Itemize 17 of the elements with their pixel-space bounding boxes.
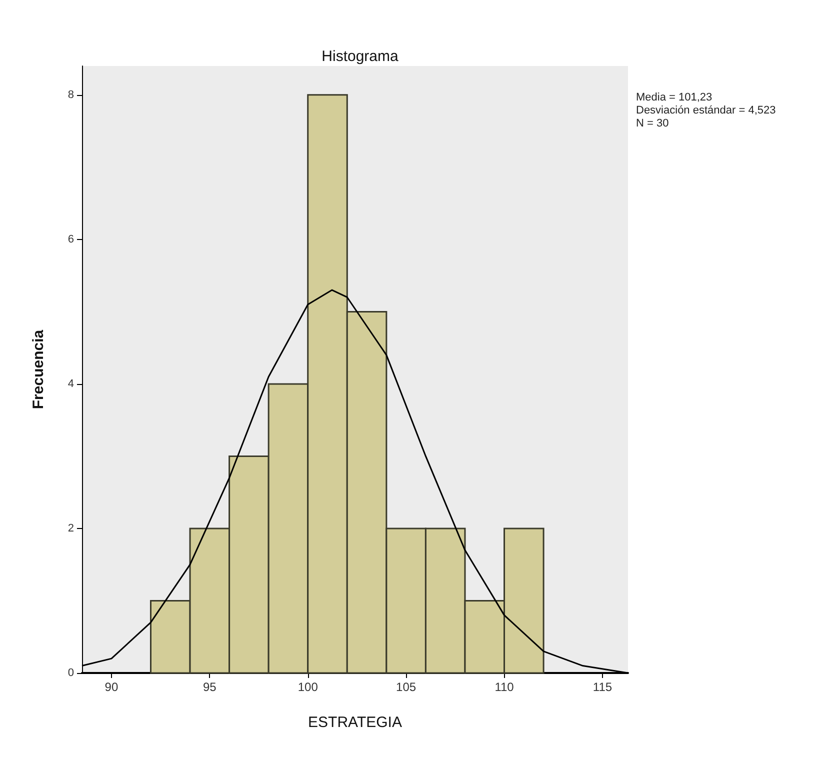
y-axis-title: Frecuencia <box>30 329 47 410</box>
x-tick-label: 110 <box>494 680 514 694</box>
x-axis-title: ESTRATEGIA <box>308 714 402 731</box>
x-tick-label: 90 <box>104 680 118 694</box>
chart-title: Histograma <box>322 48 399 65</box>
x-tick-label: 100 <box>298 680 318 694</box>
y-tick-label: 0 <box>68 667 74 679</box>
x-tick-label: 95 <box>202 680 217 694</box>
y-tick-label: 6 <box>68 233 74 246</box>
text: N = 30 <box>636 118 669 130</box>
x-tick-label: 115 <box>592 680 612 694</box>
x-tick-label: 105 <box>396 680 416 694</box>
y-tick-label: 2 <box>68 522 74 534</box>
y-tick-label: 8 <box>68 88 74 101</box>
text: Desviación estándar = 4,523 <box>636 104 776 116</box>
text: Media = 101,23 <box>636 92 712 104</box>
y-tick-label: 4 <box>68 378 74 390</box>
